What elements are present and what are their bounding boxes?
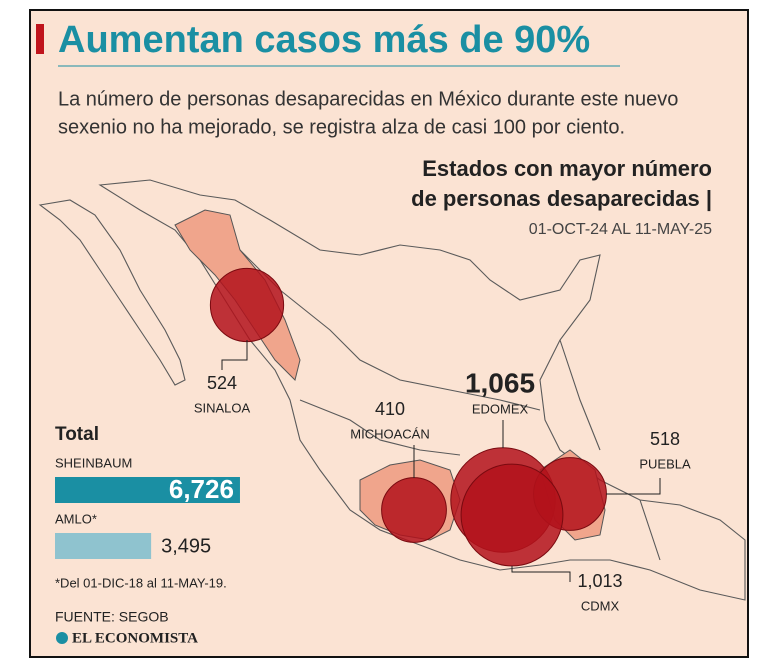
- brand: EL ECONOMISTA: [72, 630, 198, 646]
- state-name: MICHOACÁN: [350, 426, 429, 441]
- state-name: SINALOA: [194, 400, 251, 415]
- source: FUENTE: SEGOB: [55, 609, 169, 625]
- bar-name: AMLO*: [55, 511, 97, 526]
- bar-value: 6,726: [169, 474, 234, 504]
- bar: [55, 477, 240, 503]
- state-name: PUEBLA: [639, 456, 691, 471]
- map-title: Estados con mayor número: [422, 156, 712, 181]
- title: Aumentan casos más de 90%: [58, 19, 590, 61]
- date-range: 01-OCT-24 AL 11-MAY-25: [529, 221, 712, 238]
- bar: [55, 533, 152, 559]
- value-label: 524: [207, 373, 237, 393]
- bubble: [209, 267, 285, 343]
- leader-line: [221, 340, 248, 370]
- state-borders: [229, 239, 541, 411]
- map-title: de personas desaparecidas |: [411, 186, 712, 211]
- map: [38, 179, 746, 601]
- state-borders: [299, 339, 661, 561]
- baja-peninsula: [38, 199, 186, 386]
- bubble: [460, 463, 564, 567]
- bar-value: 3,495: [161, 535, 211, 557]
- brand-logo: [56, 632, 68, 644]
- value-label: 1,065: [465, 367, 535, 398]
- mainland: [98, 179, 746, 601]
- leader-line: [511, 566, 571, 582]
- value-label: 518: [650, 429, 680, 449]
- bubble: [381, 477, 447, 543]
- note: *Del 01-DIC-18 al 11-MAY-19.: [55, 575, 227, 590]
- value-label: 1,013: [577, 571, 622, 591]
- subtitle-line: sexenio no ha mejorado, se registra alza…: [58, 116, 625, 138]
- subtitle-line: La número de personas desaparecidas en M…: [58, 88, 678, 110]
- title-accent: [36, 24, 44, 54]
- leader-line: [606, 478, 661, 495]
- value-label: 410: [375, 399, 405, 419]
- totals-title: Total: [55, 424, 99, 445]
- state-name: CDMX: [581, 598, 620, 613]
- state-name: EDOMEX: [472, 401, 529, 416]
- bar-name: SHEINBAUM: [55, 455, 132, 470]
